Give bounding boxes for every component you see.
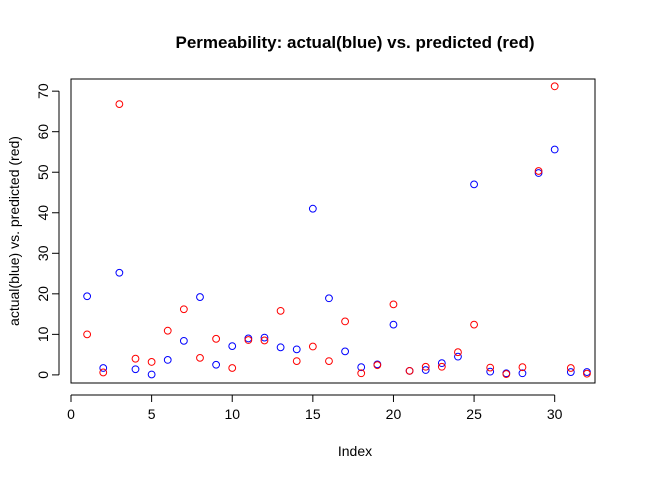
y-tick-label: 70 <box>35 83 51 99</box>
actual-point <box>486 367 495 376</box>
predicted-point <box>341 317 349 326</box>
x-tick-label: 15 <box>305 406 321 422</box>
y-tick-label: 30 <box>35 245 51 261</box>
actual-point <box>421 366 430 374</box>
predicted-point <box>550 82 559 91</box>
predicted-point <box>470 320 478 329</box>
predicted-point <box>389 300 398 309</box>
y-axis-label: actual(blue) vs. predicted (red) <box>6 136 22 326</box>
x-tick-label: 20 <box>386 406 402 422</box>
actual-point <box>357 363 366 372</box>
chart-title: Permeability: actual(blue) vs. predicted… <box>176 33 535 52</box>
actual-point <box>583 368 591 376</box>
actual-point <box>389 320 398 329</box>
x-tick-label: 0 <box>67 406 75 422</box>
predicted-point <box>566 364 575 372</box>
predicted-point <box>292 357 301 366</box>
predicted-point <box>163 326 172 335</box>
actual-point <box>212 360 221 369</box>
predicted-point <box>228 364 237 372</box>
predicted-point <box>534 167 543 175</box>
predicted-point <box>357 369 366 378</box>
predicted-point <box>502 370 511 378</box>
actual-point <box>163 355 172 364</box>
predicted-point <box>131 354 140 363</box>
y-axis: 0 10 20 30 40 50 60 70 <box>35 83 60 379</box>
actual-point <box>276 343 285 352</box>
predicted-point <box>260 336 269 345</box>
actual-point <box>341 347 349 356</box>
x-axis-label: Index <box>338 443 372 459</box>
actual-point <box>179 336 188 345</box>
actual-point <box>260 333 269 342</box>
actual-point <box>534 169 543 177</box>
predicted-point <box>454 348 462 357</box>
predicted-point <box>244 336 253 344</box>
actual-point <box>566 368 575 376</box>
actual-point <box>83 292 92 301</box>
x-tick-label: 30 <box>547 406 563 422</box>
y-tick-label: 60 <box>35 124 51 140</box>
actual-point <box>437 359 446 368</box>
x-tick-label: 5 <box>148 406 156 422</box>
predicted-point <box>147 358 156 366</box>
data-points <box>83 82 591 379</box>
y-tick-label: 10 <box>35 326 51 342</box>
predicted-point <box>405 366 414 375</box>
predicted-point <box>115 100 124 109</box>
actual-point <box>99 364 108 372</box>
predicted-point <box>196 353 204 362</box>
actual-point <box>454 352 462 361</box>
x-tick-label: 25 <box>466 406 482 422</box>
predicted-point <box>83 330 92 339</box>
predicted-point <box>325 357 333 366</box>
actual-point <box>325 294 333 303</box>
y-tick-label: 50 <box>35 164 51 180</box>
predicted-point <box>179 305 188 314</box>
predicted-point <box>421 362 430 371</box>
actual-point <box>228 342 237 351</box>
plot-frame <box>70 78 596 384</box>
actual-point <box>196 293 204 301</box>
predicted-point <box>373 361 382 370</box>
actual-point <box>115 268 124 277</box>
predicted-point <box>308 342 317 351</box>
actual-point <box>131 365 140 374</box>
actual-point <box>244 334 253 343</box>
actual-point <box>147 370 156 379</box>
actual-point <box>550 145 559 154</box>
actual-point <box>518 369 527 378</box>
predicted-point <box>212 334 221 343</box>
predicted-point <box>518 363 527 372</box>
predicted-point <box>276 306 285 315</box>
y-tick-label: 20 <box>35 286 51 302</box>
actual-point <box>308 204 317 213</box>
predicted-point <box>99 368 108 377</box>
predicted-point <box>583 369 591 378</box>
actual-point <box>292 345 301 354</box>
x-tick-label: 10 <box>224 406 240 422</box>
predicted-point <box>486 363 495 372</box>
y-tick-label: 0 <box>35 371 51 379</box>
predicted-point <box>437 362 446 371</box>
actual-point <box>470 180 478 189</box>
y-tick-label: 40 <box>35 205 51 221</box>
x-axis: 0 5 10 15 20 25 30 <box>67 394 563 422</box>
